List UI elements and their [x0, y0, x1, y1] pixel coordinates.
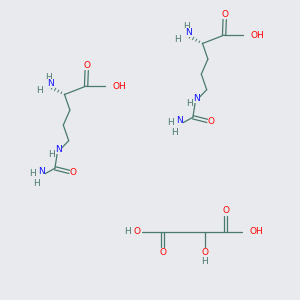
Text: O: O: [221, 10, 228, 19]
Text: OH: OH: [250, 31, 264, 40]
Text: O: O: [208, 117, 215, 126]
Text: O: O: [70, 168, 77, 177]
Text: H: H: [124, 227, 131, 236]
Text: O: O: [222, 206, 229, 215]
Text: N: N: [47, 79, 54, 88]
Text: H: H: [37, 86, 43, 95]
Text: H: H: [29, 169, 36, 178]
Text: OH: OH: [112, 82, 126, 91]
Text: O: O: [201, 248, 208, 257]
Text: H: H: [45, 73, 52, 82]
Text: H: H: [167, 118, 174, 127]
Text: H: H: [34, 179, 40, 188]
Text: N: N: [176, 116, 183, 125]
Text: H: H: [172, 128, 178, 137]
Text: N: N: [38, 167, 45, 176]
Text: N: N: [185, 28, 192, 37]
Text: H: H: [183, 22, 190, 31]
Text: H: H: [49, 150, 55, 159]
Text: O: O: [159, 248, 166, 257]
Text: OH: OH: [250, 227, 263, 236]
Text: O: O: [83, 61, 90, 70]
Text: N: N: [55, 145, 62, 154]
Text: H: H: [175, 35, 181, 44]
Text: H: H: [201, 257, 208, 266]
Text: H: H: [187, 99, 193, 108]
Text: O: O: [134, 227, 140, 236]
Text: N: N: [193, 94, 200, 103]
